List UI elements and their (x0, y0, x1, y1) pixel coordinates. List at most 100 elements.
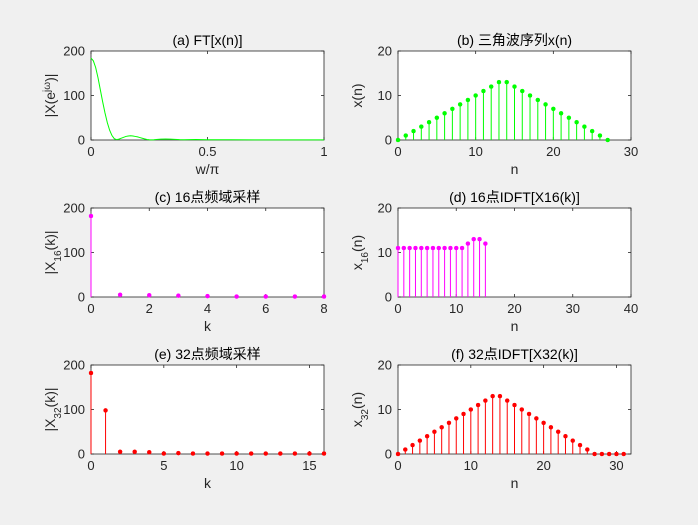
stem-marker (519, 407, 525, 412)
y-tick-label: 200 (63, 358, 85, 373)
subplot-e: 0 5 10 15 0 100 200 (e) 32点频域采样 k |X32(k)| (42, 346, 327, 491)
stem-marker (468, 407, 474, 412)
stem-marker (248, 451, 254, 456)
stem-marker (321, 294, 327, 299)
stem-marker (424, 433, 430, 439)
stem-marker (147, 449, 152, 455)
chart-title: (e) 32点频域采样 (154, 346, 261, 362)
subplot-a: 0 0.5 1 0 100 200 (a) FT[x(n)] w/π |X(ejω)| (42, 32, 328, 177)
x-tick-label: 0 (87, 144, 94, 159)
stem-marker (488, 84, 494, 89)
y-tick-label: 20 (378, 44, 392, 59)
stem-marker (512, 84, 517, 89)
x-axis-label: w/π (195, 161, 220, 177)
stem-marker (477, 236, 482, 242)
stem-marker (461, 411, 466, 417)
stem-marker (176, 450, 181, 456)
stem-marker (450, 106, 455, 112)
stem-marker (395, 451, 401, 457)
stem-marker (117, 449, 123, 455)
y-tick-label: 100 (63, 245, 85, 260)
stem-marker (448, 245, 453, 251)
x-tick-label: 30 (624, 144, 638, 159)
stem-marker (190, 451, 196, 456)
y-axis-label: |X16(k)| (42, 230, 64, 274)
y-tick-label: 10 (378, 88, 392, 103)
y-tick-label: 0 (385, 447, 392, 462)
chart-title: (d) 16点IDFT[X16(k)] (449, 189, 580, 205)
chart-title: (c) 16点频域采样 (155, 189, 261, 205)
y-tick-label: 200 (63, 201, 85, 216)
stem-marker (426, 119, 432, 125)
axes-frame-c (90, 207, 325, 298)
x-tick-label: 20 (507, 301, 521, 316)
stem-marker (436, 245, 442, 251)
x-tick-label: 4 (204, 301, 211, 316)
stem-marker (504, 398, 510, 403)
x-tick-label: 5 (160, 458, 167, 473)
x-tick-label: 0 (394, 301, 401, 316)
stem-marker (434, 115, 440, 120)
stem-marker (566, 115, 572, 120)
y-axis-label: |X(ejω)| (42, 74, 59, 118)
x-tick-label: 40 (624, 301, 638, 316)
y-tick-label: 0 (385, 133, 392, 148)
axes-frame-a (90, 50, 325, 141)
stem-marker (551, 106, 556, 112)
stem-marker (395, 137, 401, 143)
axes-frame-e (90, 364, 325, 455)
x-tick-label: 0 (394, 144, 401, 159)
x-tick-label: 30 (609, 458, 623, 473)
stem-marker (465, 97, 471, 103)
stem-marker (417, 438, 423, 443)
stem-marker (454, 245, 459, 251)
y-tick-label: 0 (78, 133, 85, 148)
stem-marker (585, 447, 590, 452)
y-tick-label: 20 (378, 358, 392, 373)
stem-marker (483, 241, 488, 246)
stem-marker (534, 416, 539, 421)
stem-marker (103, 408, 108, 413)
stem-marker (263, 451, 268, 456)
y-tick-label: 0 (78, 290, 85, 305)
x-axis-label: n (511, 318, 519, 334)
stem-marker (471, 236, 476, 242)
stem-marker (497, 393, 503, 399)
y-tick-label: 0 (78, 447, 85, 462)
subplot-b: 0 10 20 30 0 10 20 (b) 三角波序列x(n) n x(n) (349, 32, 638, 177)
x-tick-label: 0 (394, 458, 401, 473)
x-tick-label: 1 (320, 144, 327, 159)
stem-marker (570, 438, 575, 443)
stem-marker (558, 111, 564, 116)
stem-marker (555, 429, 561, 434)
x-axis-label: k (204, 475, 212, 491)
stem-marker (278, 451, 283, 456)
stem-marker (526, 411, 532, 417)
stem-marker (543, 102, 548, 107)
series-line (90, 57, 324, 141)
stem-marker (483, 398, 488, 403)
stem-marker (589, 128, 595, 134)
stem-marker (614, 451, 619, 457)
chart-title: (a) FT[x(n)] (173, 32, 243, 48)
stem-marker (473, 93, 478, 98)
x-tick-label: 2 (146, 301, 153, 316)
stem-marker (401, 245, 407, 251)
stem-marker (411, 128, 416, 134)
stem-marker (541, 420, 546, 426)
x-tick-label: 30 (566, 301, 580, 316)
stem-marker (430, 245, 436, 251)
stem-marker (605, 137, 610, 143)
stem-marker (263, 294, 268, 299)
y-axis-label: x16(n) (349, 235, 371, 270)
stem-marker (481, 88, 486, 94)
x-axis-label: n (511, 161, 519, 177)
stem-marker (597, 133, 603, 138)
stem-marker (234, 451, 239, 456)
stem-marker (219, 451, 225, 456)
subplot-f: 0 10 20 30 0 10 20 (f) 32点IDFT[X32(k)] n x32(n) (349, 346, 632, 491)
y-axis-label: x(n) (349, 83, 365, 107)
stem-marker (490, 393, 495, 399)
stem-marker (88, 213, 94, 219)
